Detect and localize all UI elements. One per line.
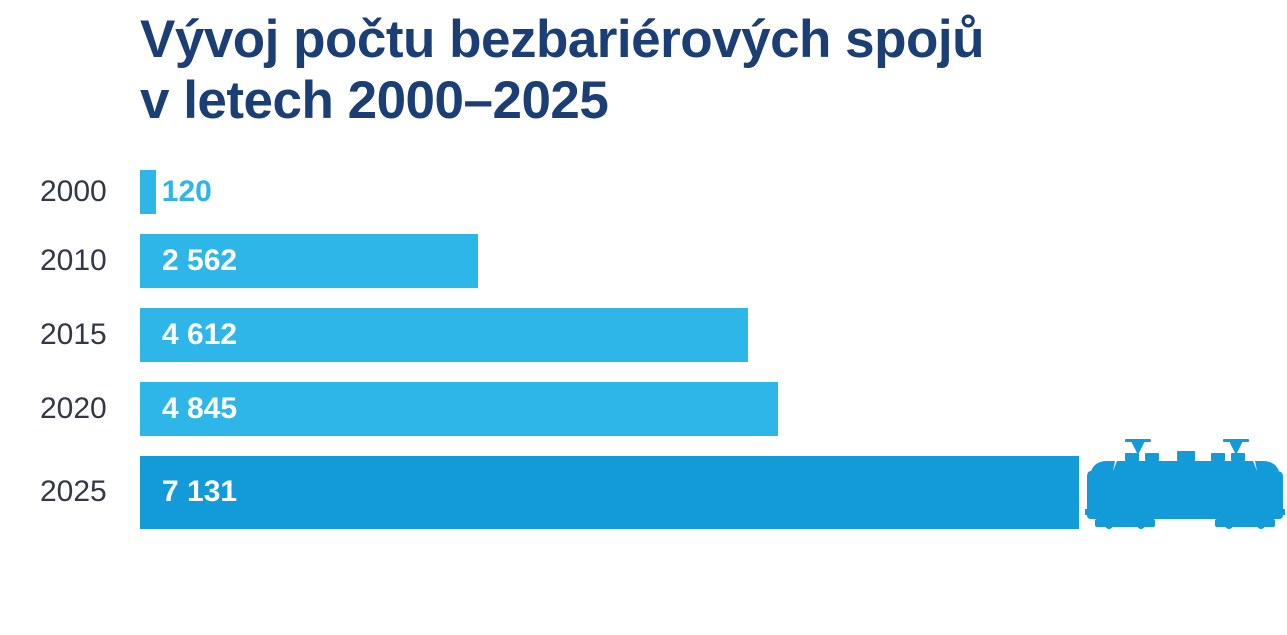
bar-track: 4 845 (140, 382, 1247, 436)
bar: 7 131 (140, 456, 1079, 529)
year-label: 2015 (40, 318, 140, 352)
title-line-2: v letech 2000–2025 (140, 71, 608, 130)
chart-row: 2000 120 (40, 170, 1247, 214)
value-label: 4 612 (140, 318, 237, 352)
chart-container: Vývoj počtu bezbariérových spojů v letec… (0, 0, 1287, 529)
bar-track: 7 131 (140, 456, 1247, 529)
year-label: 2025 (40, 475, 140, 509)
chart-row: 20257 131 (40, 456, 1247, 529)
bar-track: 120 (140, 170, 1247, 214)
bar-track: 4 612 (140, 308, 1247, 362)
chart-row: 20204 845 (40, 382, 1247, 436)
value-label: 4 845 (140, 392, 237, 426)
year-label: 2010 (40, 244, 140, 278)
title-line-1: Vývoj počtu bezbariérových spojů (140, 10, 984, 69)
value-label: 120 (162, 170, 212, 214)
value-label: 7 131 (140, 475, 237, 509)
value-label: 2 562 (140, 244, 237, 278)
bar: 2 562 (140, 234, 478, 288)
year-label: 2020 (40, 392, 140, 426)
year-label: 2000 (40, 175, 140, 209)
chart-row: 20102 562 (40, 234, 1247, 288)
bar (140, 170, 156, 214)
locomotive-icon (1085, 437, 1285, 529)
bar: 4 612 (140, 308, 748, 362)
bar-chart: 2000 120 20102 562 20154 612 20204 845 20257 … (40, 170, 1247, 529)
chart-title: Vývoj počtu bezbariérových spojů v letec… (40, 10, 1247, 132)
chart-row: 20154 612 (40, 308, 1247, 362)
bar-track: 2 562 (140, 234, 1247, 288)
bar: 4 845 (140, 382, 778, 436)
